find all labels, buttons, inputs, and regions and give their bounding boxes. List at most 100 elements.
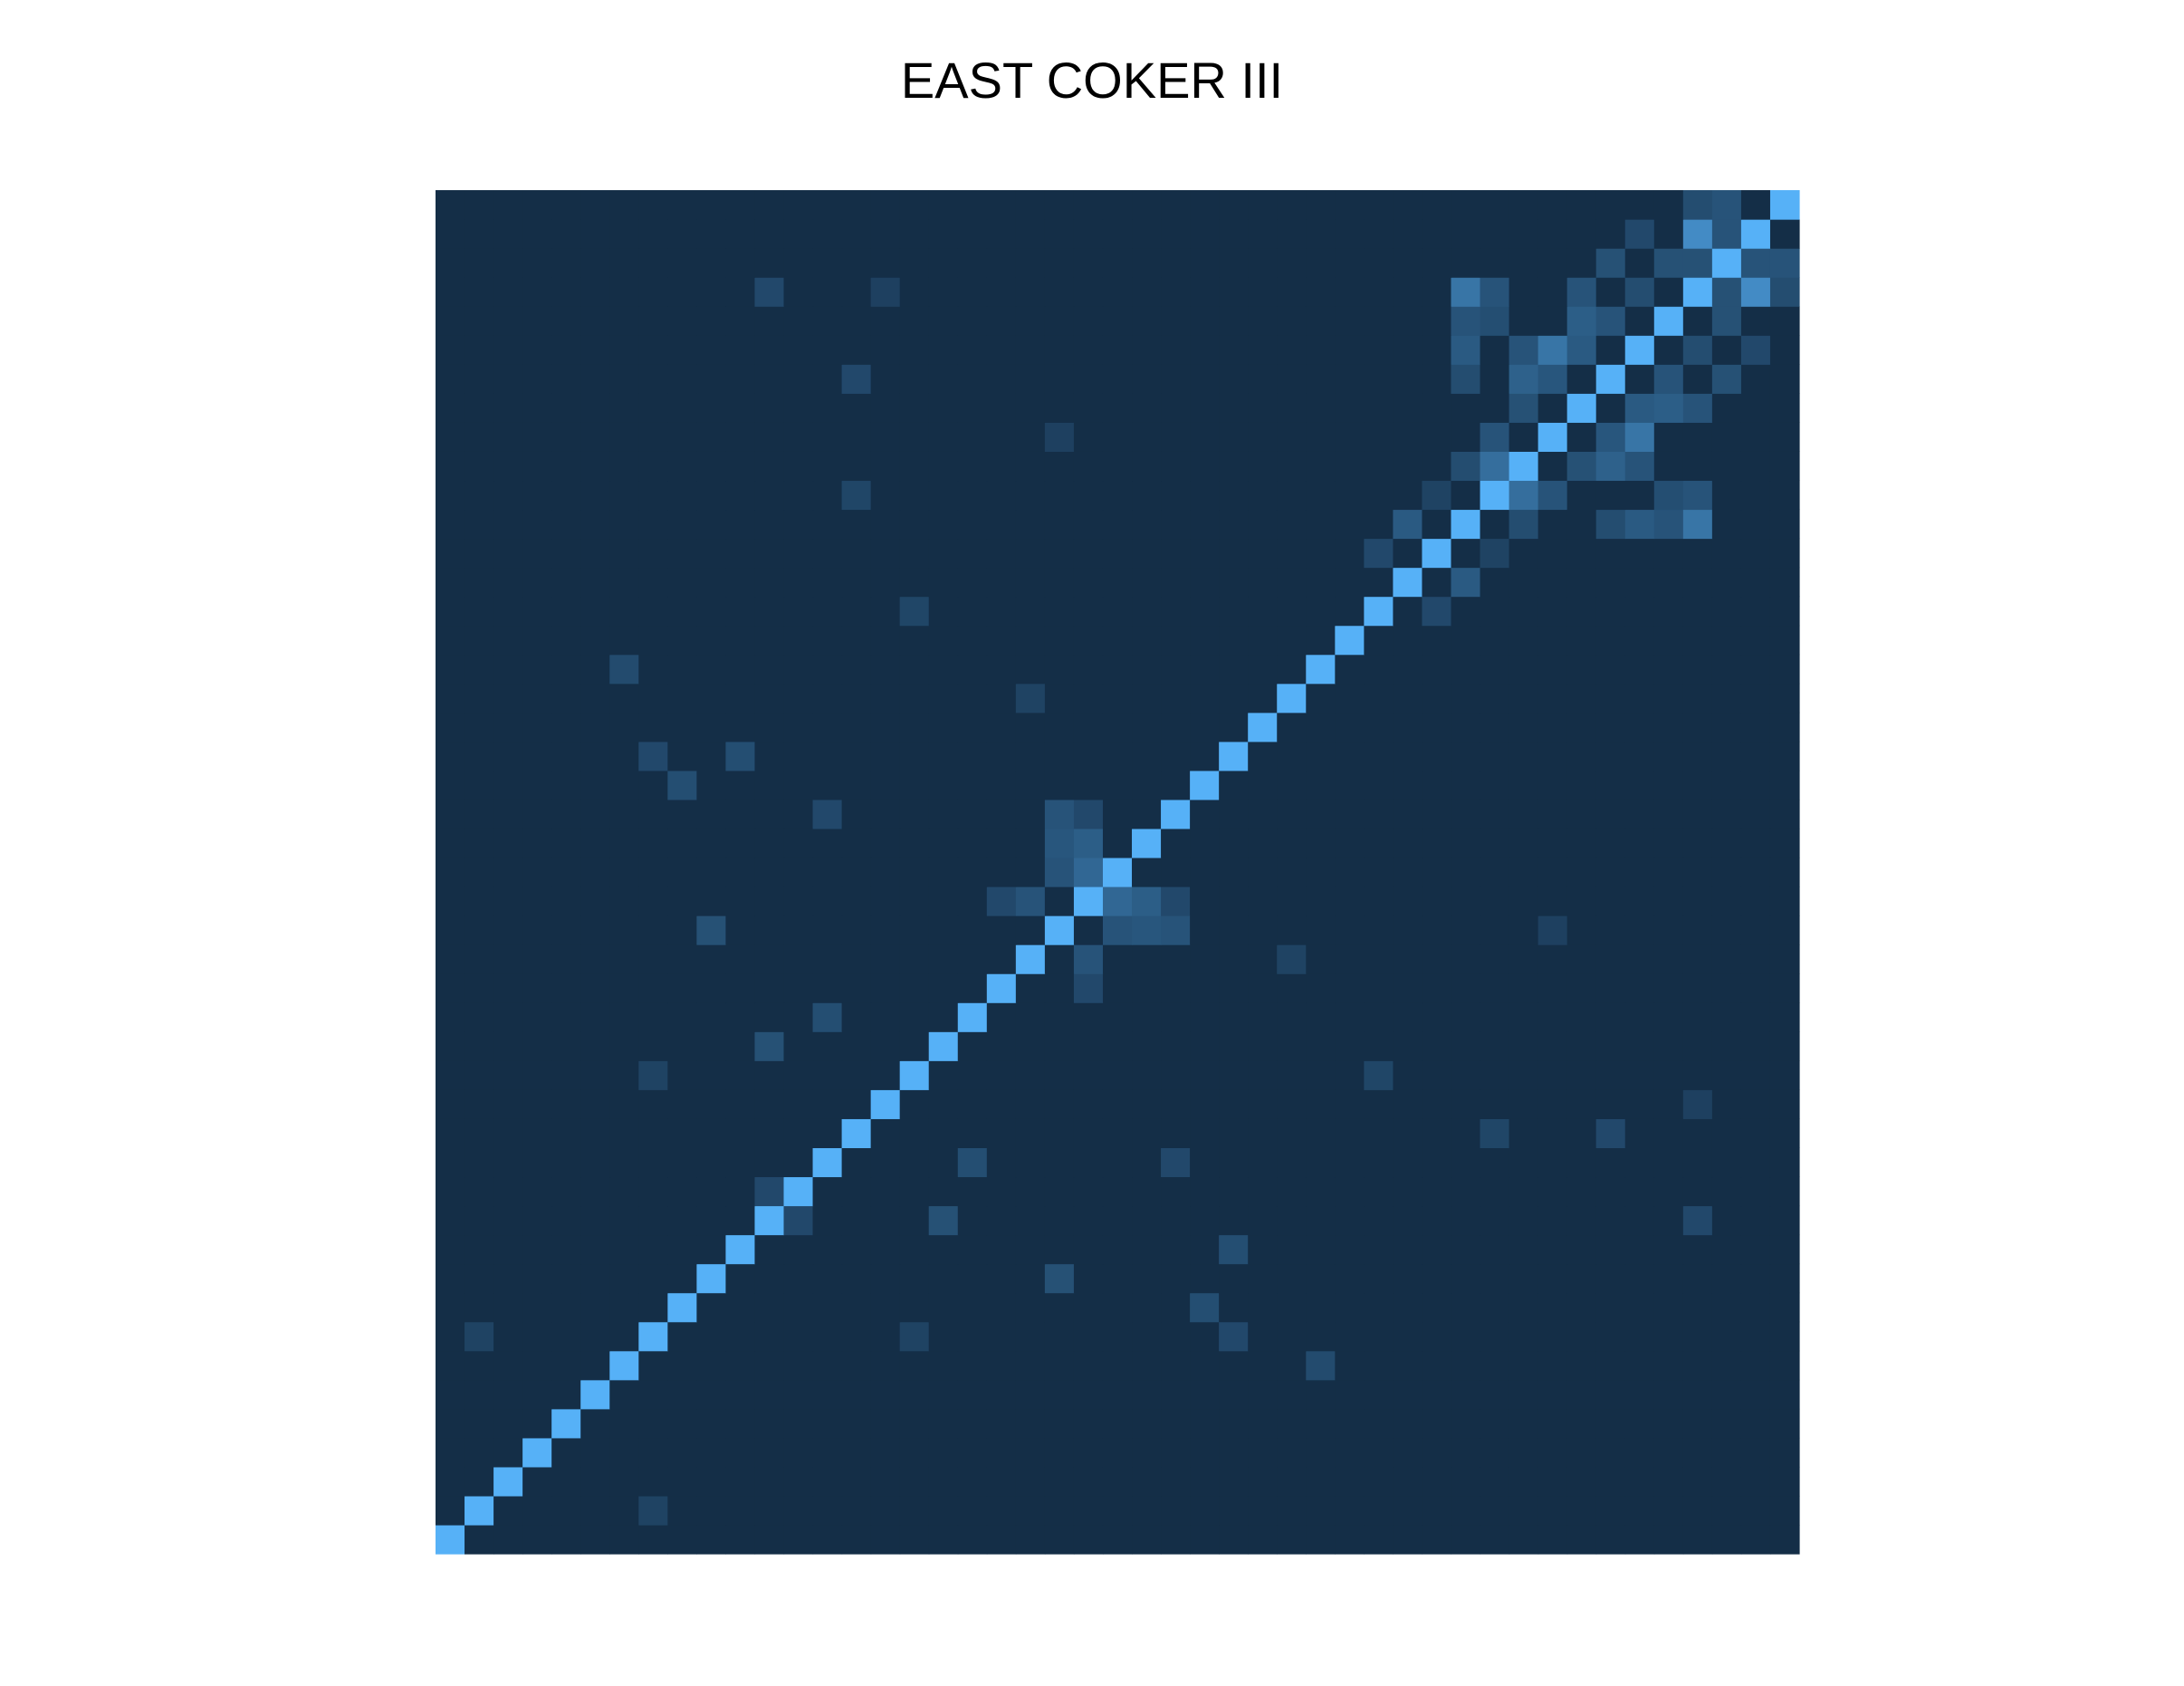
heatmap-cell xyxy=(841,1292,872,1323)
heatmap-cell xyxy=(1682,1350,1713,1381)
heatmap-cell xyxy=(580,1292,610,1323)
heatmap-cell xyxy=(783,1060,814,1090)
heatmap-cell xyxy=(1769,828,1800,858)
heatmap-cell xyxy=(1044,335,1075,365)
heatmap-cell xyxy=(1451,1147,1481,1178)
heatmap-cell xyxy=(609,393,639,423)
heatmap-cell xyxy=(1595,1292,1626,1323)
heatmap-cell xyxy=(1451,248,1481,278)
heatmap-cell xyxy=(1161,857,1191,887)
heatmap-cell xyxy=(1190,1089,1220,1119)
heatmap-cell xyxy=(1335,683,1365,714)
heatmap-cell xyxy=(783,1524,814,1555)
heatmap-cell xyxy=(1451,1292,1481,1323)
heatmap-cell xyxy=(783,1495,814,1526)
heatmap-cell xyxy=(1740,596,1771,627)
heatmap-cell xyxy=(986,1147,1017,1178)
heatmap-cell xyxy=(1073,625,1104,656)
heatmap-cell xyxy=(870,451,901,482)
heatmap-cell xyxy=(1422,1524,1452,1555)
heatmap-cell xyxy=(1015,770,1046,800)
heatmap-cell xyxy=(1422,567,1452,598)
heatmap-cell xyxy=(609,1350,639,1381)
heatmap-cell xyxy=(725,1466,756,1497)
heatmap-cell xyxy=(1422,857,1452,887)
heatmap-cell xyxy=(493,770,523,800)
heatmap-cell xyxy=(1566,277,1597,307)
heatmap-cell xyxy=(1190,944,1220,974)
heatmap-cell xyxy=(609,480,639,511)
heatmap-cell xyxy=(465,886,494,916)
heatmap-cell xyxy=(1277,248,1307,278)
heatmap-cell xyxy=(1335,1147,1365,1178)
heatmap-cell xyxy=(899,219,930,249)
heatmap-cell xyxy=(1595,1031,1626,1061)
heatmap-cell xyxy=(667,422,697,452)
heatmap-cell xyxy=(522,799,552,829)
heatmap-cell xyxy=(1769,190,1800,220)
heatmap-cell xyxy=(812,451,843,482)
heatmap-cell xyxy=(1682,248,1713,278)
heatmap-cell xyxy=(754,1089,785,1119)
heatmap-cell xyxy=(1044,306,1075,336)
heatmap-cell xyxy=(609,770,639,800)
heatmap-cell xyxy=(1044,1089,1075,1119)
heatmap-cell xyxy=(1277,306,1307,336)
heatmap-cell xyxy=(522,480,552,511)
heatmap-cell xyxy=(1393,1292,1423,1323)
heatmap-cell xyxy=(667,596,697,627)
heatmap-cell xyxy=(1480,1408,1510,1439)
heatmap-cell xyxy=(1711,538,1742,569)
heatmap-cell xyxy=(1044,799,1075,829)
heatmap-cell xyxy=(696,1466,727,1497)
heatmap-cell xyxy=(1537,1147,1568,1178)
heatmap-cell xyxy=(1132,1118,1162,1148)
heatmap-cell xyxy=(1595,683,1626,714)
heatmap-cell xyxy=(899,683,930,714)
heatmap-cell xyxy=(1161,886,1191,916)
heatmap-cell xyxy=(783,306,814,336)
heatmap-cell xyxy=(754,828,785,858)
heatmap-cell xyxy=(1161,219,1191,249)
heatmap-cell xyxy=(754,1524,785,1555)
heatmap-cell xyxy=(1132,1495,1162,1526)
heatmap-cell xyxy=(493,248,523,278)
heatmap-cell xyxy=(1653,1292,1684,1323)
heatmap-cell xyxy=(957,364,988,394)
heatmap-cell xyxy=(638,1495,668,1526)
heatmap-cell xyxy=(1451,944,1481,974)
heatmap-cell xyxy=(725,944,756,974)
heatmap-cell xyxy=(1306,1176,1336,1207)
heatmap-cell xyxy=(1306,1495,1336,1526)
heatmap-cell xyxy=(1595,1495,1626,1526)
heatmap-cell xyxy=(1422,683,1452,714)
heatmap-cell xyxy=(1595,915,1626,945)
heatmap-cell xyxy=(638,190,668,220)
heatmap-cell xyxy=(1306,741,1336,771)
heatmap-cell xyxy=(667,625,697,656)
heatmap-cell xyxy=(870,422,901,452)
heatmap-cell xyxy=(957,596,988,627)
heatmap-cell xyxy=(1335,1379,1365,1410)
heatmap-cell xyxy=(1537,277,1568,307)
heatmap-cell xyxy=(870,1524,901,1555)
heatmap-cell xyxy=(986,1060,1017,1090)
heatmap-cell xyxy=(696,1205,727,1236)
heatmap-cell xyxy=(580,277,610,307)
heatmap-cell xyxy=(1682,1437,1713,1468)
heatmap-cell xyxy=(957,1147,988,1178)
heatmap-cell xyxy=(1624,364,1655,394)
heatmap-cell xyxy=(899,857,930,887)
heatmap-cell xyxy=(1044,683,1075,714)
heatmap-cell xyxy=(696,1031,727,1061)
heatmap-cell xyxy=(1682,1524,1713,1555)
heatmap-cell xyxy=(1422,915,1452,945)
heatmap-cell xyxy=(1102,1234,1133,1265)
heatmap-cell xyxy=(1711,654,1742,685)
heatmap-cell xyxy=(667,770,697,800)
heatmap-cell xyxy=(783,741,814,771)
heatmap-cell xyxy=(870,625,901,656)
heatmap-cell xyxy=(754,422,785,452)
heatmap-cell xyxy=(812,364,843,394)
heatmap-cell xyxy=(725,596,756,627)
